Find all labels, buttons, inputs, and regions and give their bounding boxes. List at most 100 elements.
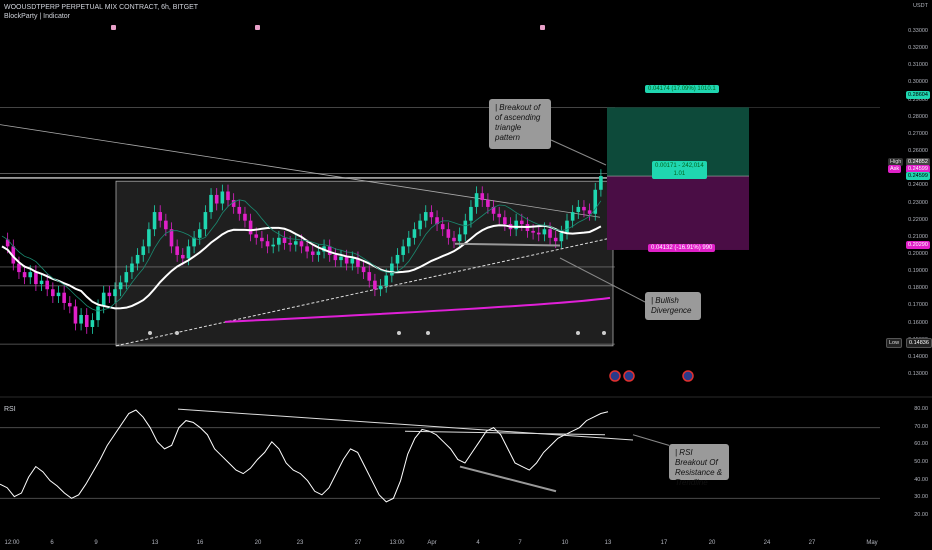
time-tick-label: 20	[708, 540, 716, 546]
divergence-pointer	[559, 257, 646, 303]
entry-info-badge[interactable]: 0.00171 - 242,014 1.01	[652, 161, 707, 179]
bottom-signal-marker	[397, 331, 401, 335]
target-info-badge[interactable]: 0.04174 (17.09%) 1010.1	[645, 85, 719, 93]
candle-body	[423, 212, 428, 221]
candle-body	[28, 272, 33, 278]
rsi-tick-label: 60.00	[914, 441, 928, 448]
candle-body	[164, 220, 168, 230]
top-signal-marker	[540, 25, 545, 30]
candle-body	[373, 280, 377, 290]
price-divergence-line	[454, 242, 561, 247]
candle-body	[407, 237, 411, 247]
price-tick-label: 0.21000	[908, 233, 928, 240]
price-tick-label: 0.19000	[908, 268, 928, 275]
bid-price-tag: 0.24599	[906, 172, 930, 180]
rsi-pane	[0, 408, 880, 503]
candle-body	[39, 280, 44, 285]
rsi-resistance-line	[404, 430, 606, 436]
stop-info-badge[interactable]: 0.04132 (-16.91%) 990	[648, 244, 716, 252]
time-tick-label: 13:00	[389, 540, 405, 546]
time-tick-label: 4	[476, 540, 480, 546]
candle-body	[5, 239, 10, 247]
candle-body	[446, 229, 451, 238]
candle-body	[79, 314, 83, 324]
breakout-annotation[interactable]: | Breakout of of ascending triangle patt…	[489, 99, 551, 149]
rsi-breakout-pointer	[632, 434, 670, 446]
price-tick-label: 0.17000	[908, 302, 928, 309]
high-price-tag: 0.24852	[906, 158, 930, 166]
candle-body	[463, 220, 468, 235]
candle-body	[51, 289, 55, 297]
candle-body	[587, 210, 592, 214]
rsi-line	[0, 409, 609, 503]
candle-body	[101, 292, 106, 307]
candle-body	[384, 275, 388, 286]
candle-body	[271, 244, 275, 247]
candle-body	[152, 212, 157, 230]
candle-body	[186, 246, 191, 259]
rsi-tick-label: 40.00	[914, 476, 928, 483]
candle-body	[294, 241, 298, 245]
candle-body	[503, 217, 507, 225]
rsi-tick-label: 70.00	[914, 423, 928, 430]
candle-body	[147, 229, 151, 247]
candle-body	[277, 237, 281, 245]
candle-body	[73, 306, 78, 324]
stop-price-tag: 0.20290	[906, 241, 930, 249]
price-tick-label: 0.18000	[908, 285, 928, 292]
price-tick-label: 0.26000	[908, 148, 928, 155]
candle-body	[243, 213, 247, 221]
candle-body	[582, 206, 586, 211]
candle-body	[288, 242, 292, 245]
candle-body	[469, 206, 473, 221]
candle-body	[56, 292, 61, 297]
candle-body	[457, 234, 462, 242]
baseline-line	[1, 199, 602, 312]
bottom-signal-marker	[148, 331, 152, 335]
candle-body	[559, 232, 564, 242]
candle-body	[474, 193, 479, 207]
low-price-tag: 0.14836	[906, 338, 932, 348]
event-flag-icon	[682, 370, 694, 382]
rsi-divergence-line	[459, 465, 557, 493]
time-tick-label: 9	[94, 540, 98, 546]
candle-body	[214, 194, 219, 204]
candle-body	[565, 220, 569, 233]
candle-body	[344, 256, 349, 264]
candle-body	[192, 237, 196, 247]
candle-body	[135, 254, 140, 264]
time-tick-label: 23	[296, 540, 304, 546]
candle-body	[22, 272, 27, 278]
low-tag-label: Low	[886, 338, 903, 348]
price-tick-label: 0.28000	[908, 113, 928, 120]
price-tick-label: 0.30000	[908, 79, 928, 86]
long-ma-line	[224, 296, 611, 323]
rsi-breakout-annotation[interactable]: | RSI Breakout Of Resistance & Trendline	[669, 444, 729, 487]
candle-body	[429, 212, 434, 218]
candle-body	[220, 191, 225, 204]
time-tick-label: 24	[763, 540, 771, 546]
candle-body	[34, 272, 38, 285]
candle-body	[542, 229, 547, 235]
candle-body	[412, 229, 417, 238]
rsi-tick-label: 30.00	[914, 494, 928, 501]
rsi-trendline	[177, 408, 634, 441]
breakout-pointer	[550, 139, 607, 166]
time-tick-label: Apr	[427, 540, 437, 546]
candle-body	[327, 246, 332, 255]
rsi-title: RSI	[4, 406, 16, 413]
candle-body	[124, 272, 129, 283]
candle-body	[418, 220, 422, 230]
candle-body	[401, 246, 405, 255]
price-tick-label: 0.16000	[908, 319, 928, 326]
event-flag-icon	[609, 370, 621, 382]
time-tick-label: 10	[561, 540, 569, 546]
event-flag-icon	[623, 370, 635, 382]
candle-body	[531, 230, 535, 233]
candle-body	[248, 220, 253, 235]
ask-price-tag: 0.24599	[906, 165, 930, 173]
candle-body	[514, 220, 518, 230]
divergence-annotation[interactable]: | Bullish Divergence	[645, 292, 701, 320]
candle-body	[361, 266, 366, 273]
